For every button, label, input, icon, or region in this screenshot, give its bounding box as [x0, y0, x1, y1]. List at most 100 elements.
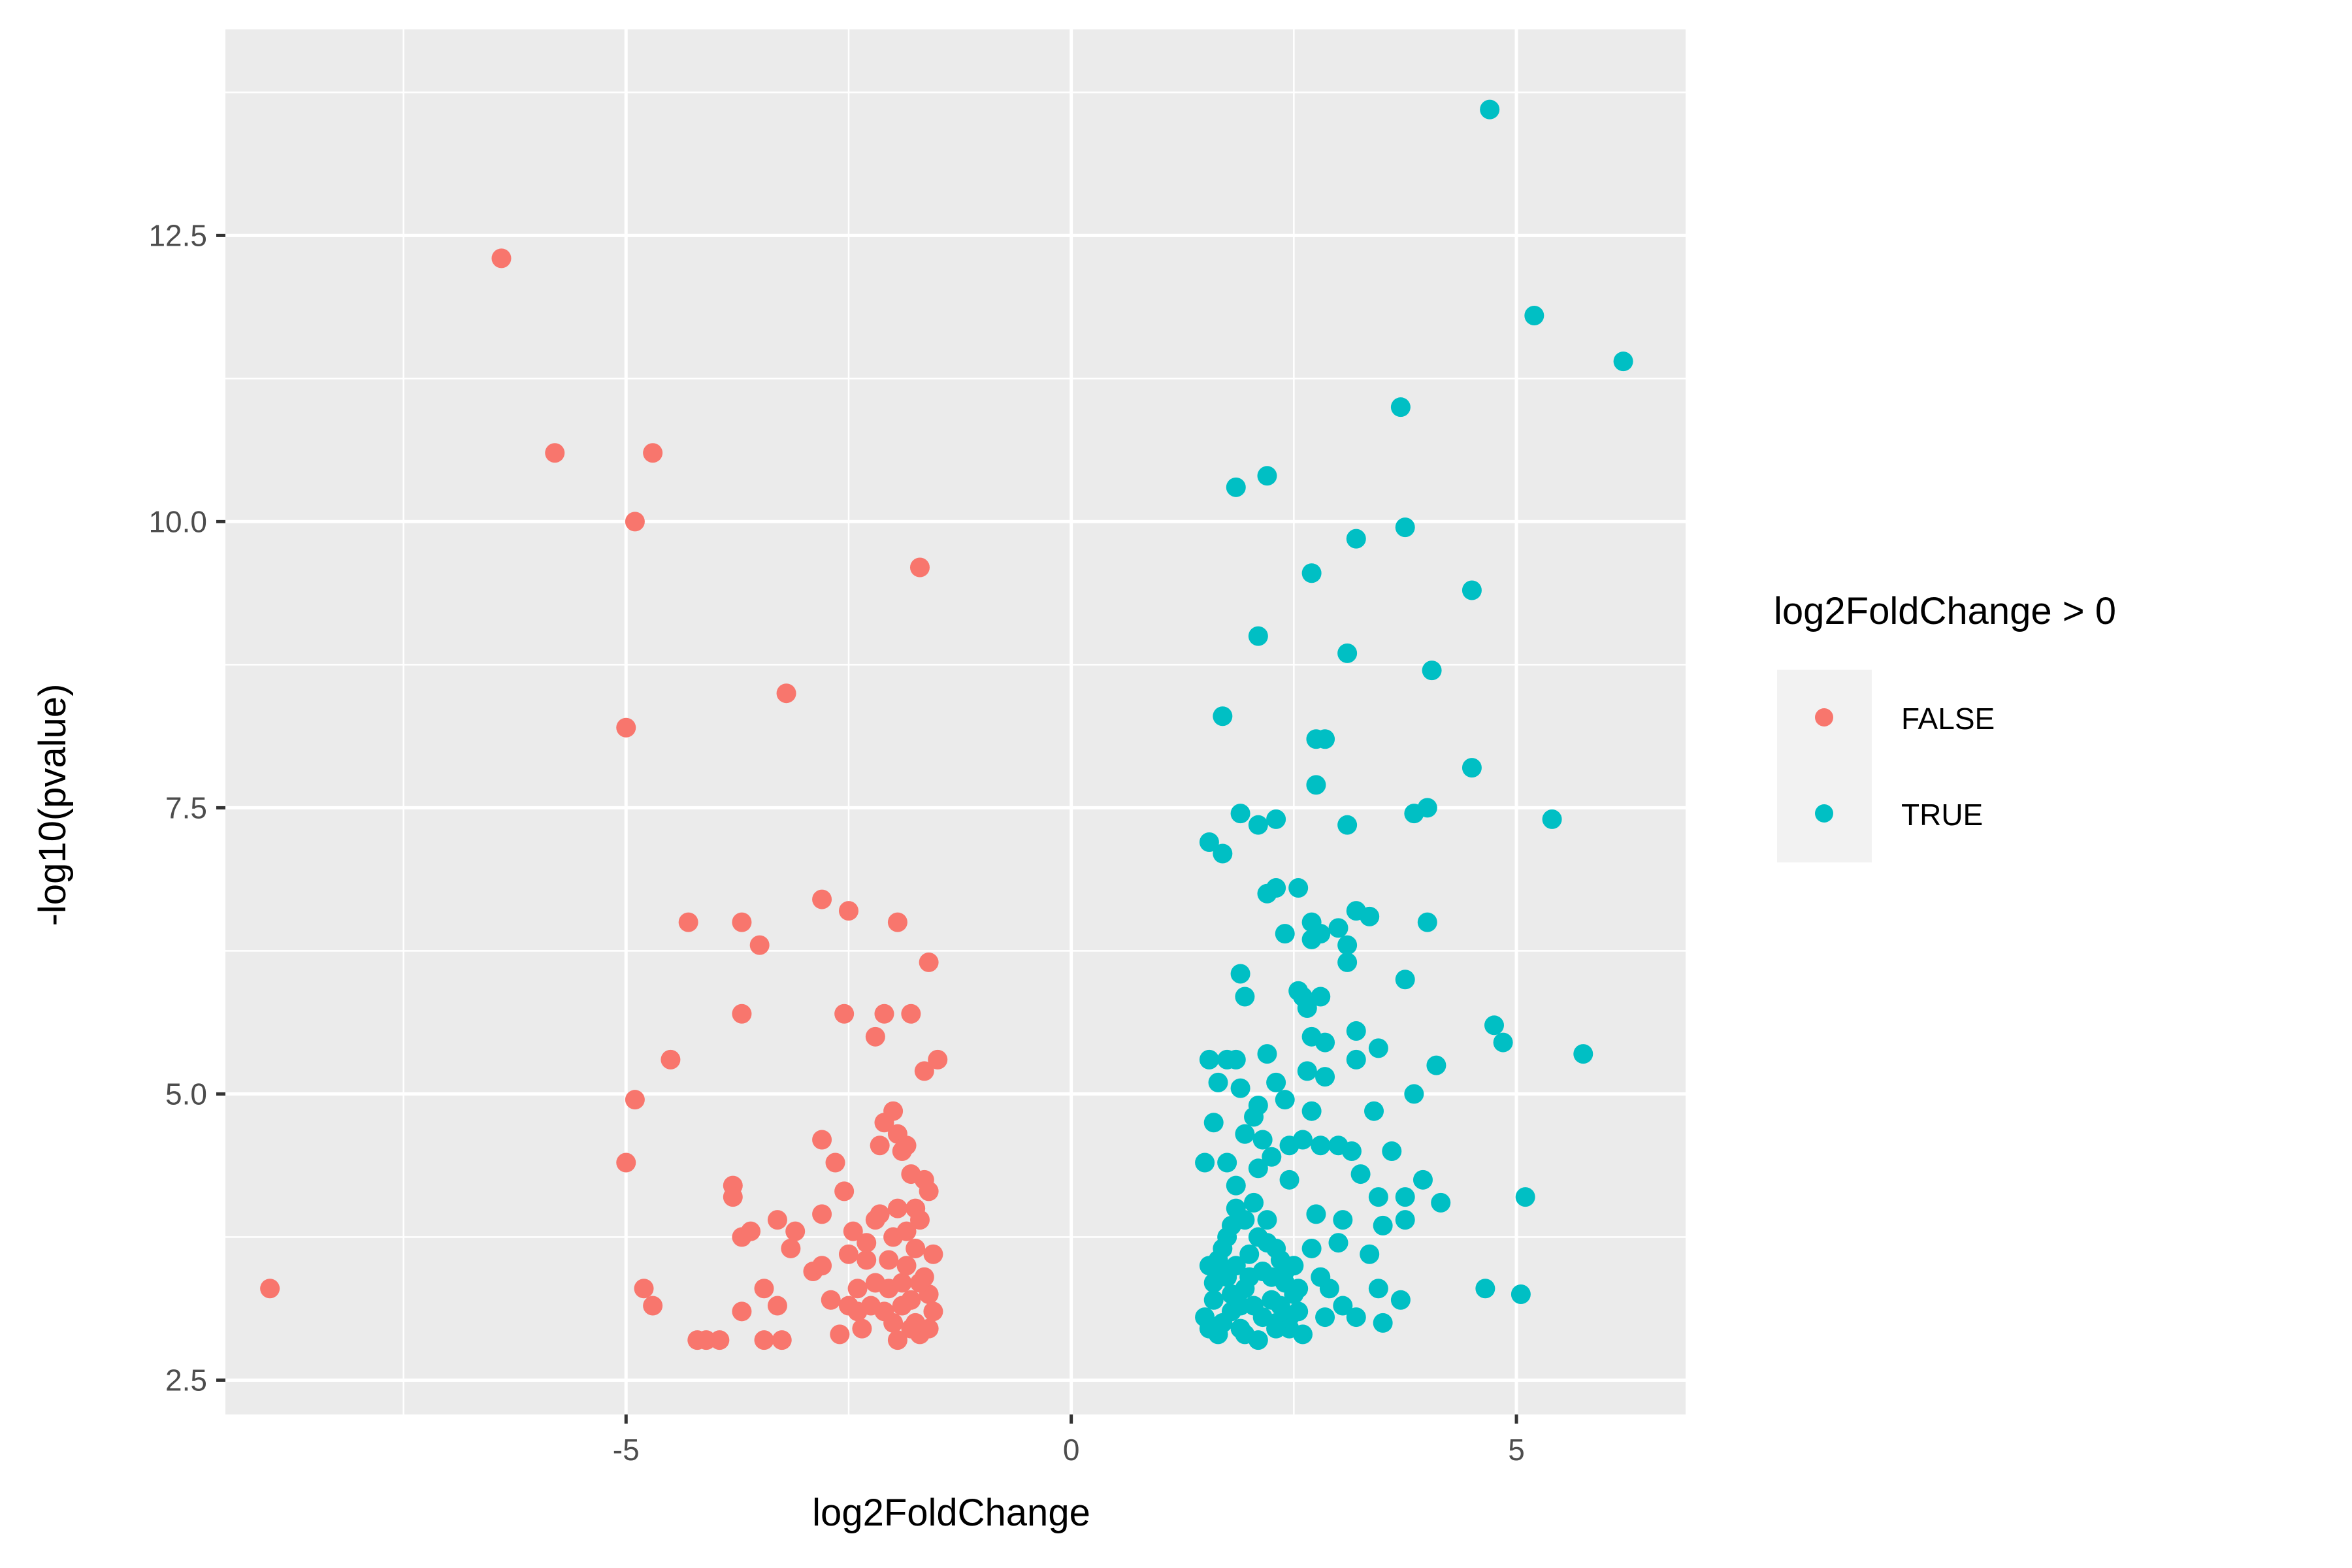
data-point-TRUE: [1235, 1324, 1255, 1345]
data-point-TRUE: [1337, 643, 1358, 663]
data-point-TRUE: [1230, 1078, 1250, 1098]
data-point-FALSE: [919, 1318, 939, 1339]
data-point-TRUE: [1266, 1318, 1286, 1339]
data-point-TRUE: [1288, 1279, 1309, 1299]
data-point-TRUE: [1203, 1290, 1224, 1310]
data-point-TRUE: [1199, 832, 1219, 852]
data-point-TRUE: [1515, 1187, 1535, 1207]
data-point-FALSE: [834, 1004, 855, 1024]
data-point-TRUE: [1311, 1267, 1331, 1287]
data-point-TRUE: [1244, 1192, 1264, 1213]
data-point-FALSE: [772, 1330, 792, 1350]
data-point-TRUE: [1422, 661, 1442, 681]
data-point-TRUE: [1360, 1244, 1380, 1264]
data-point-FALSE: [834, 1181, 855, 1201]
data-point-FALSE: [870, 1204, 890, 1224]
data-point-FALSE: [634, 1279, 654, 1299]
data-point-TRUE: [1257, 466, 1277, 486]
data-point-TRUE: [1395, 970, 1415, 990]
data-point-FALSE: [865, 1026, 885, 1047]
data-point-FALSE: [785, 1221, 806, 1241]
data-point-TRUE: [1248, 1227, 1268, 1247]
data-point-TRUE: [1462, 758, 1482, 778]
data-point-TRUE: [1346, 529, 1366, 549]
data-point-TRUE: [1257, 1210, 1277, 1230]
data-point-TRUE: [1333, 1296, 1353, 1316]
data-point-TRUE: [1484, 1015, 1504, 1036]
data-point-TRUE: [1262, 1147, 1282, 1167]
data-point-FALSE: [830, 1324, 850, 1345]
data-point-FALSE: [838, 1244, 858, 1264]
data-point-TRUE: [1248, 1158, 1268, 1179]
data-point-FALSE: [896, 1135, 917, 1156]
data-point-TRUE: [1266, 1238, 1286, 1258]
data-point-TRUE: [1613, 351, 1633, 372]
data-point-TRUE: [1292, 987, 1313, 1007]
data-point-FALSE: [892, 1296, 912, 1316]
data-point-TRUE: [1328, 1233, 1348, 1253]
y-tick-label: 10.0: [148, 504, 207, 538]
data-point-FALSE: [732, 1301, 752, 1322]
data-point-TRUE: [1426, 1055, 1446, 1075]
data-point-FALSE: [906, 1238, 926, 1258]
data-point-FALSE: [909, 1273, 930, 1293]
data-point-TRUE: [1404, 1084, 1424, 1104]
data-point-FALSE: [847, 1301, 868, 1322]
data-point-FALSE: [909, 1210, 930, 1230]
data-point-FALSE: [825, 1152, 845, 1173]
data-point-TRUE: [1315, 1307, 1335, 1328]
data-point-TRUE: [1230, 1296, 1250, 1316]
data-point-TRUE: [1266, 809, 1286, 829]
data-point-TRUE: [1279, 1169, 1299, 1190]
data-point-TRUE: [1213, 843, 1233, 864]
x-axis-title: log2FoldChange: [812, 1492, 1090, 1534]
data-point-FALSE: [767, 1210, 787, 1230]
data-point-FALSE: [843, 1221, 863, 1241]
data-point-TRUE: [1511, 1284, 1531, 1305]
data-point-TRUE: [1257, 883, 1277, 904]
data-point-TRUE: [1337, 952, 1358, 972]
data-point-TRUE: [1270, 1296, 1290, 1316]
legend-title: log2FoldChange > 0: [1774, 590, 2116, 632]
data-point-FALSE: [928, 1049, 948, 1070]
data-point-FALSE: [821, 1290, 841, 1310]
data-point-FALSE: [616, 717, 636, 738]
data-point-TRUE: [1262, 1267, 1282, 1287]
data-point-FALSE: [260, 1279, 280, 1299]
data-point-TRUE: [1337, 935, 1358, 955]
x-tick-label: -5: [613, 1433, 640, 1467]
data-point-TRUE: [1235, 1124, 1255, 1144]
data-point-TRUE: [1235, 987, 1255, 1007]
data-point-TRUE: [1217, 1152, 1237, 1173]
data-point-TRUE: [1248, 815, 1268, 835]
data-point-TRUE: [1346, 1021, 1366, 1041]
data-point-TRUE: [1573, 1044, 1593, 1064]
data-point-TRUE: [1315, 1032, 1335, 1053]
data-point-TRUE: [1301, 563, 1322, 583]
data-point-FALSE: [616, 1152, 636, 1173]
data-point-FALSE: [661, 1049, 681, 1070]
data-point-FALSE: [874, 1004, 894, 1024]
data-point-FALSE: [776, 683, 796, 704]
data-point-FALSE: [754, 1330, 774, 1350]
legend: log2FoldChange > 0 FALSE TRUE: [1774, 590, 2116, 862]
data-point-FALSE: [732, 912, 752, 932]
y-tick-label: 2.5: [165, 1363, 207, 1397]
data-point-TRUE: [1315, 729, 1335, 749]
data-point-TRUE: [1297, 1061, 1317, 1081]
data-point-TRUE: [1341, 1141, 1362, 1162]
data-point-FALSE: [923, 1244, 943, 1264]
data-point-FALSE: [901, 1318, 921, 1339]
x-tick-label: 5: [1508, 1433, 1525, 1467]
data-point-TRUE: [1328, 918, 1348, 938]
data-point-FALSE: [767, 1296, 787, 1316]
data-point-FALSE: [896, 1256, 917, 1276]
data-point-TRUE: [1373, 1313, 1393, 1333]
data-point-TRUE: [1333, 1210, 1353, 1230]
data-point-TRUE: [1275, 1090, 1295, 1110]
legend-key-FALSE: [1815, 708, 1833, 727]
data-point-FALSE: [710, 1330, 730, 1350]
data-point-TRUE: [1315, 1067, 1335, 1087]
data-point-FALSE: [812, 889, 832, 909]
